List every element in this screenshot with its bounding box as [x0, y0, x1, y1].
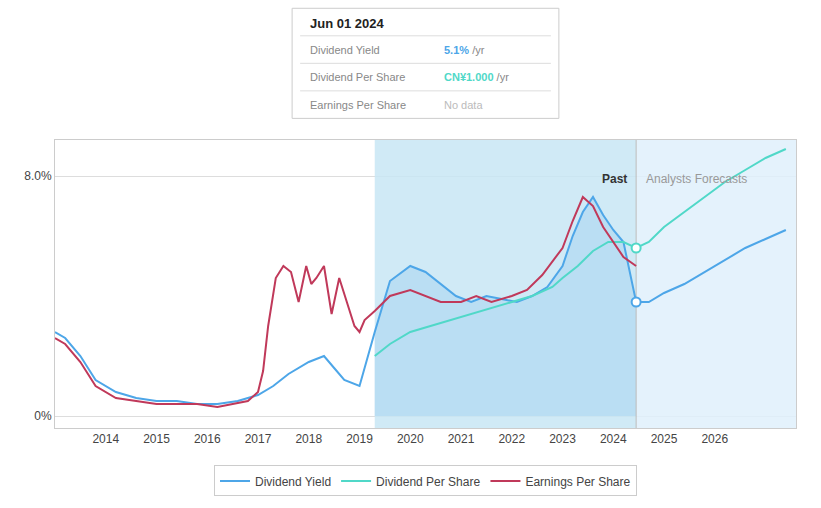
svg-text:5.1% /yr: 5.1% /yr: [444, 44, 485, 56]
svg-text:Dividend Yield: Dividend Yield: [255, 475, 331, 489]
svg-text:CN¥1.000 /yr: CN¥1.000 /yr: [444, 71, 509, 83]
svg-text:8.0%: 8.0%: [24, 169, 52, 183]
svg-text:2025: 2025: [651, 432, 678, 446]
svg-text:Jun 01 2024: Jun 01 2024: [310, 16, 384, 31]
svg-text:2021: 2021: [448, 432, 475, 446]
svg-text:2019: 2019: [346, 432, 373, 446]
svg-text:2024: 2024: [600, 432, 627, 446]
svg-text:2020: 2020: [397, 432, 424, 446]
svg-text:Dividend Per Share: Dividend Per Share: [376, 475, 480, 489]
svg-text:Dividend Per Share: Dividend Per Share: [310, 71, 405, 83]
svg-text:Analysts Forecasts: Analysts Forecasts: [646, 172, 747, 186]
svg-text:Dividend Yield: Dividend Yield: [310, 44, 380, 56]
svg-text:No data: No data: [444, 99, 483, 111]
svg-text:Past: Past: [602, 172, 627, 186]
svg-text:2016: 2016: [194, 432, 221, 446]
svg-text:0%: 0%: [34, 409, 52, 423]
svg-text:2022: 2022: [498, 432, 525, 446]
svg-text:Earnings Per Share: Earnings Per Share: [310, 99, 406, 111]
svg-text:2018: 2018: [295, 432, 322, 446]
svg-text:Earnings Per Share: Earnings Per Share: [525, 475, 630, 489]
svg-text:2026: 2026: [701, 432, 728, 446]
svg-text:2017: 2017: [245, 432, 272, 446]
svg-text:2014: 2014: [92, 432, 119, 446]
svg-text:2023: 2023: [549, 432, 576, 446]
svg-text:2015: 2015: [143, 432, 170, 446]
